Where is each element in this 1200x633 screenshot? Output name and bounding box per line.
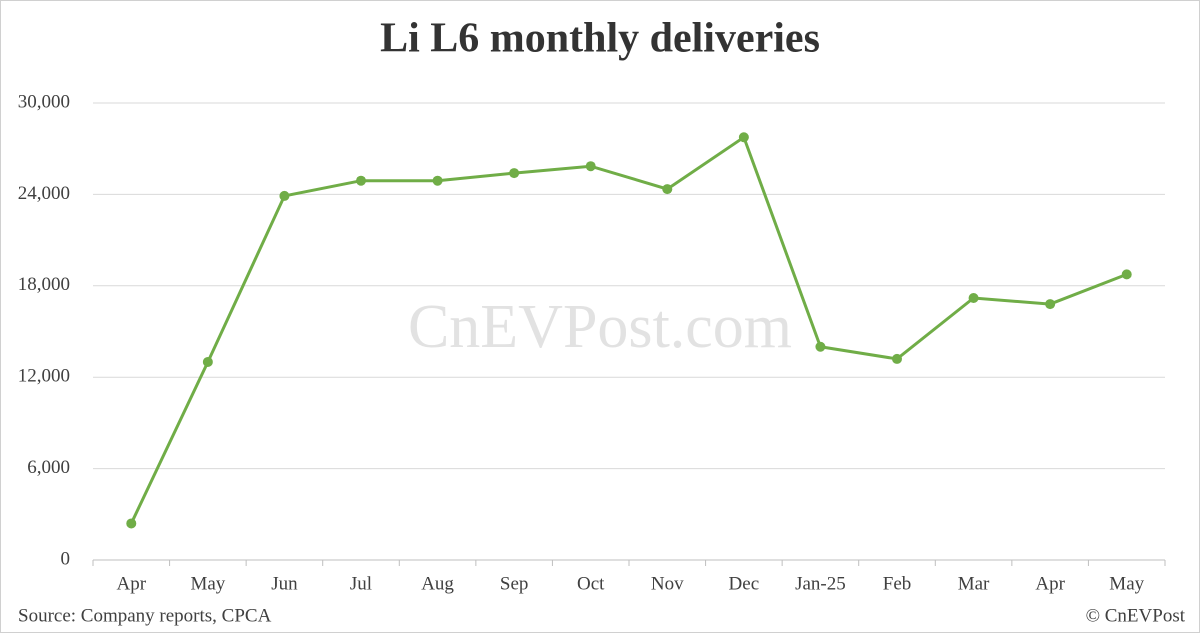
x-tick-label: May <box>190 573 225 594</box>
marker <box>892 353 902 364</box>
marker <box>1045 299 1056 310</box>
x-tick-label: Mar <box>958 573 990 594</box>
y-tick-label: 24,000 <box>18 183 70 204</box>
marker <box>1121 269 1132 280</box>
x-tick-label: Nov <box>651 573 684 594</box>
x-tick-label: Jun <box>271 573 298 594</box>
chart-title: Li L6 monthly deliveries <box>380 16 820 62</box>
x-tick-label: Dec <box>729 573 760 594</box>
x-tick-label: Sep <box>500 573 529 594</box>
x-tick-label: Apr <box>1035 573 1065 594</box>
line <box>129 134 1128 525</box>
credit: © CnEVPost <box>1086 605 1186 626</box>
x-tick-label: Oct <box>577 573 605 594</box>
x-tick-label: Aug <box>421 573 454 594</box>
y-tick-label: 18,000 <box>18 274 70 295</box>
y-tick-label: 6,000 <box>27 457 70 478</box>
marker <box>202 356 213 367</box>
x-tick-label: May <box>1109 573 1144 594</box>
x-tick-label: Feb <box>883 573 912 594</box>
x-tick-label: Jul <box>350 573 372 594</box>
marker <box>738 132 749 143</box>
marker <box>662 184 673 195</box>
marker <box>815 341 826 352</box>
marker <box>279 190 290 201</box>
watermark: CnEVPost.com <box>408 293 792 361</box>
y-tick-label: 0 <box>61 548 71 569</box>
marker <box>126 518 137 529</box>
marker <box>356 175 366 186</box>
marker <box>585 161 596 172</box>
x-tick-label: Apr <box>117 573 147 594</box>
marker <box>509 168 520 179</box>
x-tick-label: Jan-25 <box>795 573 846 594</box>
y-tick-label: 12,000 <box>18 366 70 387</box>
y-tick-label: 30,000 <box>18 91 70 112</box>
source-note: Source: Company reports, CPCA <box>18 605 272 626</box>
marker <box>968 292 979 303</box>
marker <box>432 175 443 186</box>
